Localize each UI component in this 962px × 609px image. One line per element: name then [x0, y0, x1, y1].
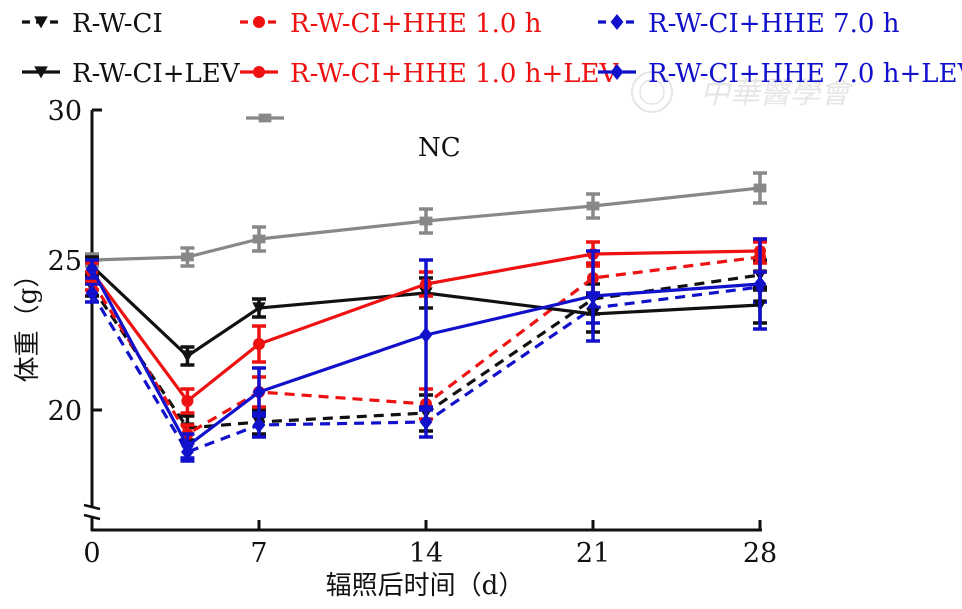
y-tick-label: 25: [48, 246, 82, 277]
legend-label: NC: [418, 133, 461, 163]
data-point: [419, 414, 433, 430]
data-point: [85, 261, 99, 277]
data-point: [181, 395, 194, 407]
series-2: [85, 270, 767, 463]
series-line: [90, 285, 761, 454]
data-point: [253, 338, 265, 350]
series-line: [90, 268, 761, 449]
legend-marker: [253, 66, 265, 78]
legend-entry: R-W-CI+HHE 7.0 h: [598, 9, 900, 39]
series-line: [91, 186, 761, 262]
legend-label: R-W-CI+HHE 7.0 h: [648, 9, 900, 39]
data-point: [753, 183, 767, 193]
data-point: [181, 438, 194, 454]
data-point: [181, 252, 194, 262]
watermark-text: 中華醫學會: [700, 76, 854, 111]
data-point: [586, 201, 600, 211]
data-point: [419, 327, 433, 343]
data-point: [753, 276, 767, 292]
x-tick-label: 0: [83, 538, 100, 569]
legend-entry: NC: [246, 113, 461, 163]
data-point: [180, 350, 195, 363]
legend-entry: R-W-CI+HHE 7.0 h+LEV: [598, 59, 962, 89]
legend-marker: [610, 64, 624, 80]
legend-label: R-W-CI: [72, 9, 163, 39]
data-point: [252, 234, 266, 244]
ticks: 20 25 30 0 7 14 21 28: [48, 96, 778, 569]
watermark: 中華醫學會: [631, 71, 854, 113]
legend-marker: [34, 16, 48, 29]
legend-entry: R-W-CI: [22, 9, 163, 39]
legend-marker: [258, 113, 272, 123]
legend-label: R-W-CI+HHE 1.0 h+LEV: [290, 59, 619, 89]
axis-break-mark-bottom: [83, 513, 101, 521]
legend-marker: [34, 66, 48, 79]
legend-label: R-W-CI+HHE 1.0 h: [290, 9, 542, 39]
data-point: [586, 288, 600, 304]
series-5: [85, 237, 767, 460]
x-axis-title: 辐照后时间（d）: [326, 571, 525, 601]
data-point: [252, 417, 266, 433]
data-point: [252, 302, 266, 315]
data-point: [419, 216, 433, 226]
y-axis-title: 体重（g）: [13, 262, 43, 383]
legend-marker: [253, 16, 265, 28]
series-line: [90, 264, 761, 359]
y-tick-label: 30: [48, 96, 82, 127]
x-tick-label: 14: [409, 538, 443, 569]
series-line: [90, 273, 761, 430]
axis-break-mark-top: [83, 503, 101, 511]
data-point: [85, 285, 99, 301]
legend-entry: R-W-CI+LEV: [22, 59, 241, 89]
data-point: [252, 384, 266, 400]
legend-entry: R-W-CI+HHE 1.0 h: [240, 9, 542, 39]
y-tick-label: 20: [48, 396, 82, 427]
x-tick-label: 28: [743, 538, 777, 569]
series-line: [90, 249, 761, 404]
x-tick-label: 21: [576, 538, 610, 569]
legend-entry: R-W-CI+HHE 1.0 h+LEV: [240, 59, 619, 89]
plot-area: [85, 171, 767, 463]
legend-label: R-W-CI+LEV: [72, 59, 241, 89]
x-tick-label: 7: [250, 538, 267, 569]
legend-label: R-W-CI+HHE 7.0 h+LEV: [648, 59, 962, 89]
axes: [83, 110, 762, 532]
legend: R-W-CI R-W-CI+HHE 1.0 h R-W-CI+HHE 7.0 h R-…: [22, 9, 962, 163]
legend-marker: [610, 14, 624, 30]
series-line: [90, 255, 761, 437]
